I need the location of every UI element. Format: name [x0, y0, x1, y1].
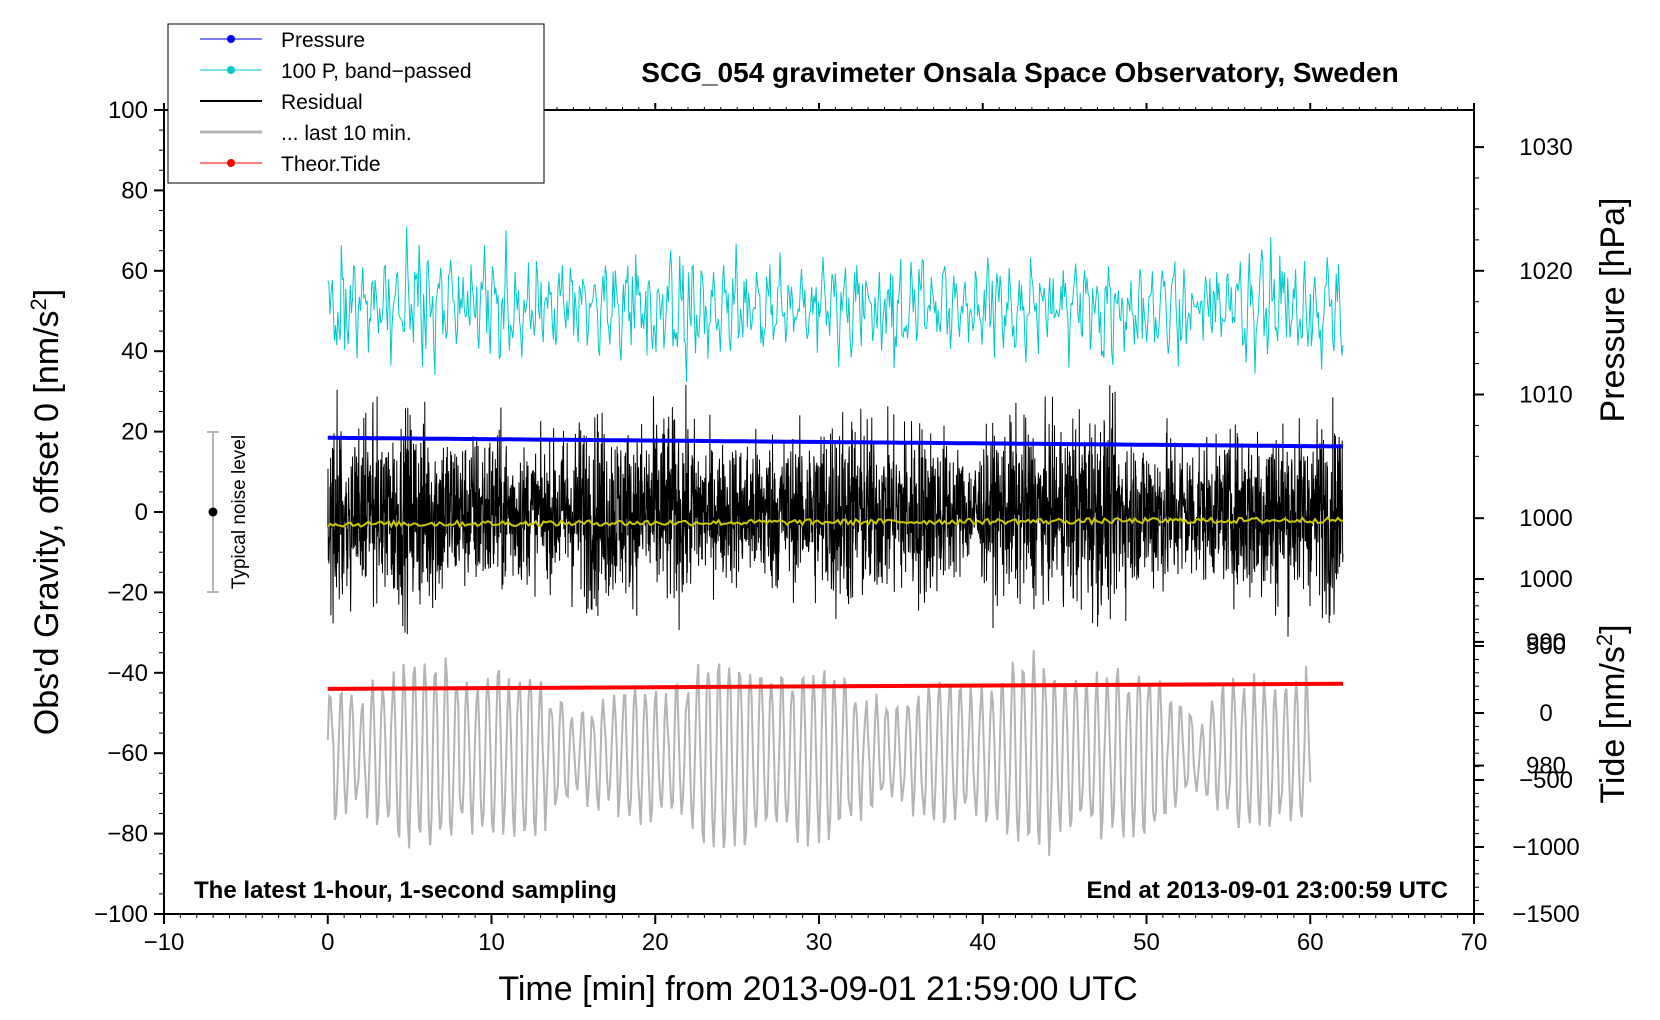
ticks-layer: −10 0 10 20 30 40 50 60 70100806040200−20−40−60−… — [94, 97, 1580, 956]
series-layer — [326, 226, 1344, 856]
x-tick-label: 30 — [806, 929, 833, 956]
chart-title: SCG_054 gravimeter Onsala Space Observat… — [641, 57, 1398, 88]
y-left-tick-label: −100 — [94, 901, 148, 928]
series-bandpassed — [327, 226, 1344, 382]
legend-label-bandpassed: 100 P, band−passed — [281, 60, 472, 83]
x-tick-label: −10 — [144, 929, 185, 956]
x-tick-label: 70 — [1461, 929, 1488, 956]
x-tick-label: 50 — [1133, 929, 1160, 956]
tide-tick-label: 500 — [1526, 633, 1566, 660]
pressure-tick-label: 1030 — [1519, 134, 1572, 161]
y-left-tick-label: −60 — [107, 740, 148, 767]
y-left-tick-label: 80 — [121, 177, 148, 204]
pressure-tick-label: 1000 — [1519, 505, 1572, 532]
y-axis-label-pressure: Pressure [hPa] — [1594, 198, 1632, 423]
y-axis-label-left-end: ] — [28, 289, 66, 298]
noise-bar: Typical noise level — [207, 431, 250, 593]
x-tick-label: 0 — [321, 929, 334, 956]
x-tick-label: 20 — [642, 929, 669, 956]
tide-tick-label: −1000 — [1512, 834, 1579, 861]
legend-marker-bandpassed — [227, 66, 235, 74]
legend-marker-tide — [227, 159, 235, 167]
y-axis-label-left-text: Obs'd Gravity, offset 0 [nm/s — [28, 310, 66, 735]
legend-marker-pressure — [227, 35, 235, 43]
pressure-tick-label: 990 — [1526, 629, 1566, 656]
y-left-tick-label: −20 — [107, 579, 148, 606]
legend-box — [167, 23, 545, 184]
y-axis-label-tide-end: ] — [1594, 624, 1632, 633]
x-tick-label: 60 — [1297, 929, 1324, 956]
annotation-bottom-right: End at 2013-09-01 23:00:59 UTC — [1087, 877, 1449, 904]
series-residual — [327, 384, 1344, 637]
y-left-tick-label: −40 — [107, 660, 148, 687]
legend-label-tide: Theor.Tide — [281, 153, 381, 176]
x-tick-label: 40 — [969, 929, 996, 956]
x-tick-label: 10 — [478, 929, 505, 956]
annotation-bottom-left: The latest 1-hour, 1-second sampling — [194, 877, 617, 904]
noise-bar-dot — [208, 507, 218, 517]
series-last-10-min — [326, 650, 1312, 856]
legend-item-last10: ... last 10 min. — [200, 122, 412, 145]
y-left-tick-label: 100 — [108, 97, 148, 124]
pressure-tick-label: 1020 — [1519, 258, 1572, 285]
legend-label-pressure: Pressure — [281, 29, 365, 52]
legend-item-bandpassed: 100 P, band−passed — [200, 60, 472, 83]
pressure-tick-label: 980 — [1526, 753, 1566, 780]
tide-tick-label: 0 — [1539, 700, 1552, 727]
series-theor-tide — [327, 681, 1344, 691]
y-axis-label-tide-sup: 2 — [1592, 634, 1617, 646]
legend-label-residual: Residual — [281, 91, 363, 114]
legend-item-pressure: Pressure — [200, 29, 365, 52]
series-residual-mean — [327, 515, 1344, 529]
tide-tick-label: −1500 — [1512, 901, 1579, 928]
y-axis-label-tide-text: Tide [nm/s — [1594, 646, 1632, 803]
noise-bar-label: Typical noise level — [229, 435, 250, 589]
legend-label-last10: ... last 10 min. — [281, 122, 412, 145]
tide-tick-label: −500 — [1519, 767, 1573, 794]
y-left-tick-label: 40 — [121, 338, 148, 365]
legend-item-tide: Theor.Tide — [200, 153, 381, 176]
y-left-tick-label: 0 — [135, 499, 148, 526]
y-axis-label-left-sup: 2 — [26, 298, 51, 310]
legend: Pressure 100 P, band−passed Residual ...… — [167, 23, 545, 184]
y-left-tick-label: −80 — [107, 821, 148, 848]
y-axis-label-tide: Tide [nm/s2] — [1592, 624, 1632, 803]
x-axis-label: Time [min] from 2013-09-01 21:59:00 UTC — [498, 970, 1137, 1008]
y-left-tick-label: 60 — [121, 258, 148, 285]
y-axis-label-left: Obs'd Gravity, offset 0 [nm/s2] — [26, 289, 66, 735]
tide-tick-label: 1000 — [1519, 566, 1572, 593]
pressure-tick-label: 1010 — [1519, 381, 1572, 408]
y-left-tick-label: 20 — [121, 419, 148, 446]
legend-item-residual: Residual — [200, 91, 363, 114]
series-pressure — [327, 435, 1343, 449]
